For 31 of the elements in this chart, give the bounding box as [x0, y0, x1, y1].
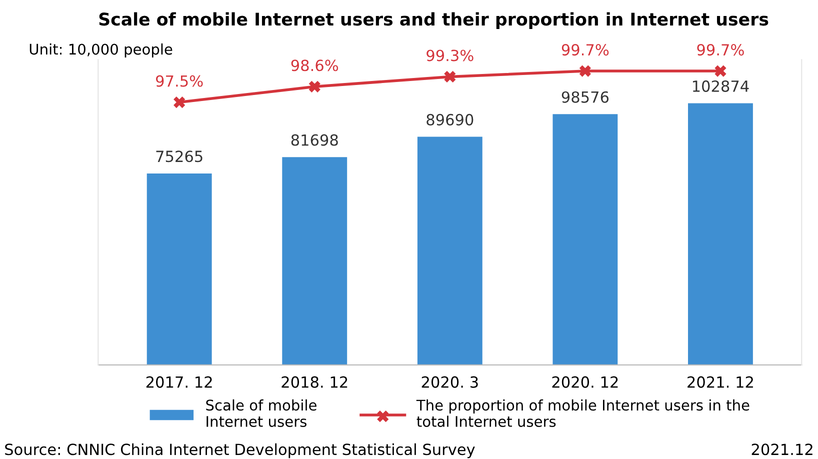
text: Unit: 10,000 people	[30, 43, 172, 58]
data-label: 99.7%	[697, 44, 744, 56]
data-label: 97.5%	[156, 75, 203, 87]
data-label: 98.6%	[291, 60, 338, 72]
point	[174, 96, 186, 108]
bar	[552, 114, 618, 365]
point	[579, 65, 591, 77]
data-label: 102874	[692, 80, 749, 92]
point	[308, 80, 320, 92]
x-tick-label: 2018. 12	[282, 376, 348, 388]
data-label: 99.3%	[426, 50, 474, 62]
data-label: 99.7%	[562, 44, 609, 56]
bar	[417, 136, 482, 365]
bar	[282, 157, 348, 365]
data-label: 89690	[426, 114, 474, 126]
point	[714, 65, 726, 77]
bar	[688, 103, 753, 365]
data-label: 75265	[156, 150, 202, 162]
x-tick-label: 2021. 12	[688, 376, 753, 388]
data-label: 81698	[291, 134, 338, 146]
x-tick-label: 2017. 12	[146, 376, 212, 388]
x-tick-label: 2020. 3	[422, 376, 478, 388]
point	[444, 70, 456, 83]
text: 2021.12	[752, 444, 812, 456]
legend-label: The proportion of mobile Internet users in the total Internet users	[416, 399, 750, 427]
source-note: Source: CNNIC China Internet Development Statistical Survey	[5, 443, 475, 458]
chart-title: Scale of mobile Internet users and their proportion in Internet users	[99, 12, 768, 30]
data-label: 98576	[562, 91, 609, 103]
bar	[146, 173, 212, 365]
legend-label: Scale of mobile Internet users	[206, 399, 316, 427]
x-tick-label: 2020. 12	[552, 376, 618, 388]
